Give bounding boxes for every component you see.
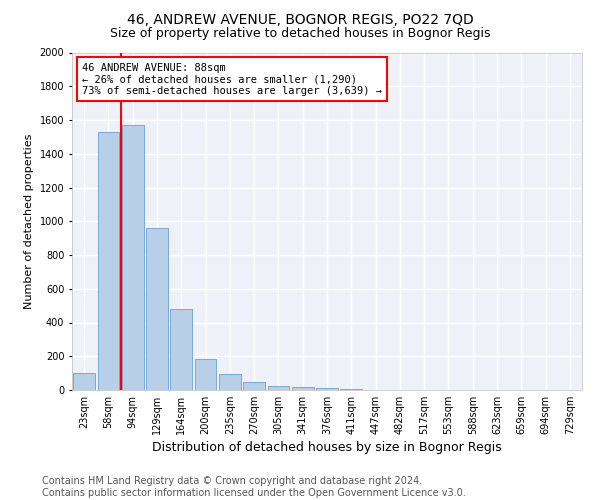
Text: Size of property relative to detached houses in Bognor Regis: Size of property relative to detached ho… (110, 28, 490, 40)
Bar (73, 373, 95, 390)
Bar (243, 382, 265, 390)
Bar (122, 125, 143, 390)
Bar (316, 388, 338, 390)
Bar (292, 386, 314, 390)
Bar (340, 389, 362, 390)
Bar (268, 386, 289, 390)
X-axis label: Distribution of detached houses by size in Bognor Regis: Distribution of detached houses by size … (152, 441, 502, 454)
Text: Contains HM Land Registry data © Crown copyright and database right 2024.
Contai: Contains HM Land Registry data © Crown c… (42, 476, 466, 498)
Bar (219, 374, 241, 390)
Bar (170, 309, 192, 390)
Bar (146, 228, 168, 390)
Text: 46 ANDREW AVENUE: 88sqm
← 26% of detached houses are smaller (1,290)
73% of semi: 46 ANDREW AVENUE: 88sqm ← 26% of detache… (82, 62, 382, 96)
Bar (97, 132, 119, 390)
Y-axis label: Number of detached properties: Number of detached properties (24, 134, 34, 309)
Bar (194, 359, 217, 390)
Text: 46, ANDREW AVENUE, BOGNOR REGIS, PO22 7QD: 46, ANDREW AVENUE, BOGNOR REGIS, PO22 7Q… (127, 12, 473, 26)
